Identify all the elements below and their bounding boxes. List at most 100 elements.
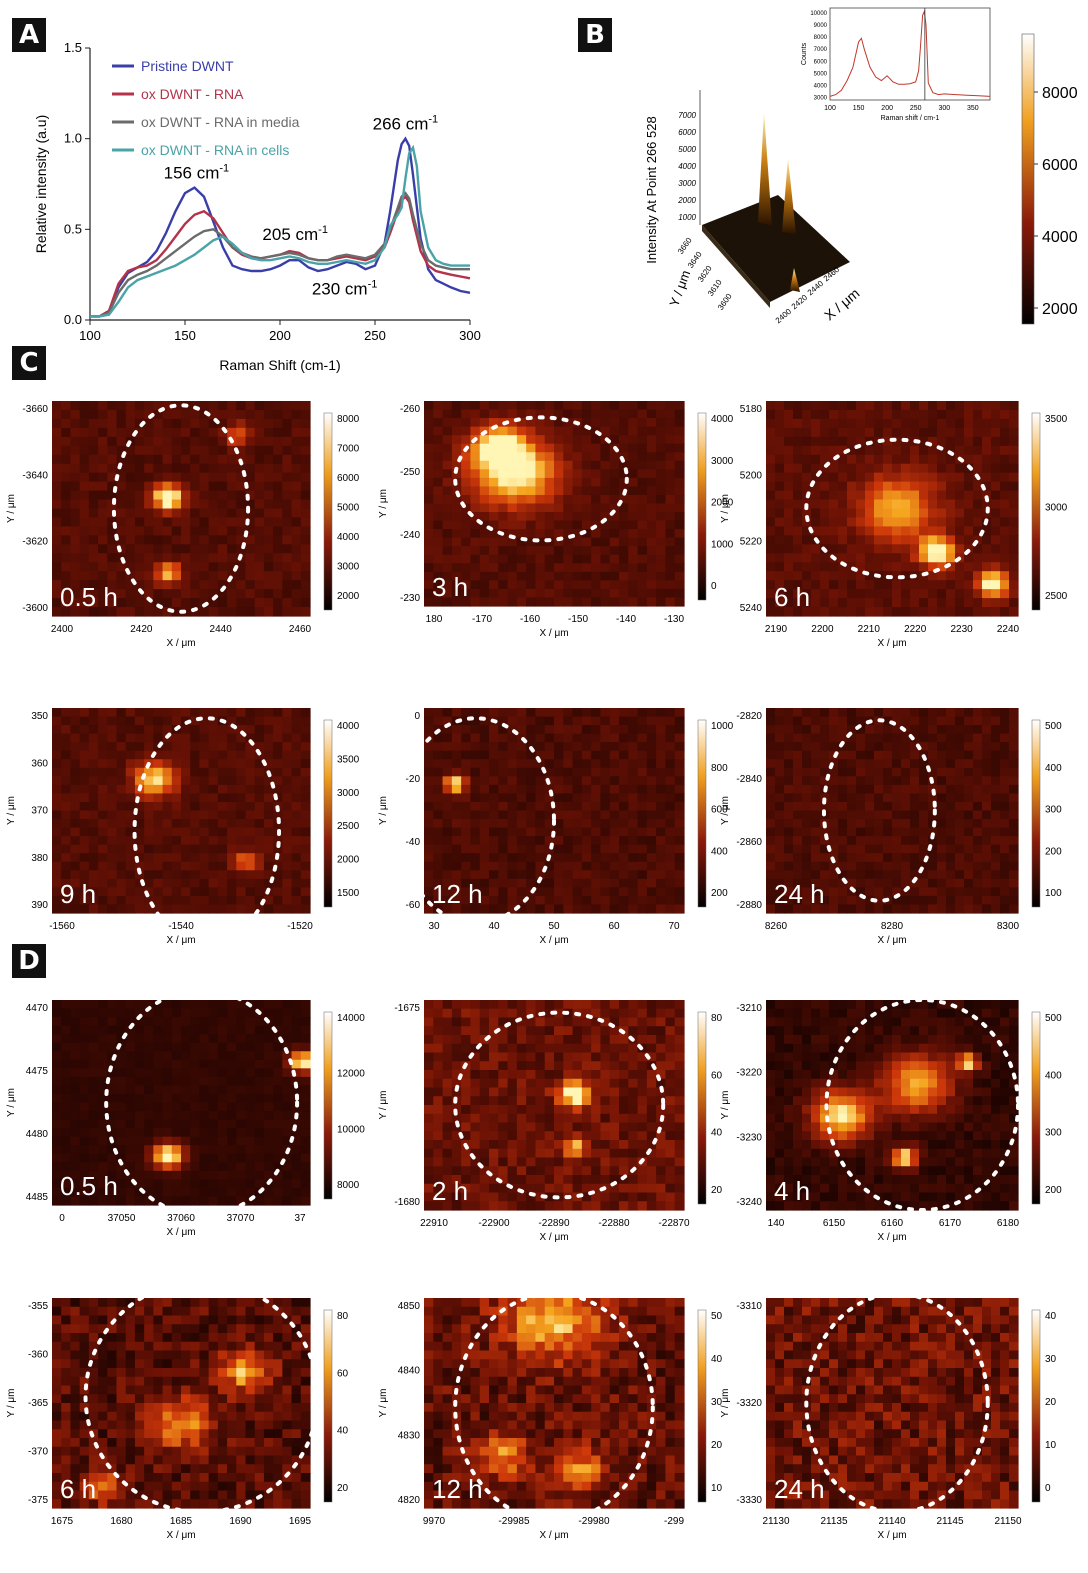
- x-tick-label: -170: [472, 614, 492, 625]
- z-tick-label: 3000: [678, 179, 696, 188]
- x-tick-label: 150: [174, 328, 196, 343]
- inset-y-tick-label: 7000: [814, 47, 828, 53]
- colorbar-tick-label: 2000: [337, 855, 360, 866]
- colorbar: [698, 413, 706, 600]
- inset-y-tick-label: 4000: [814, 83, 828, 89]
- x-tick-label: 2220: [904, 624, 927, 635]
- y-tick-label: -3210: [736, 1003, 762, 1014]
- time-label: 0.5 h: [60, 1171, 118, 1201]
- x-tick-label: 21130: [762, 1516, 790, 1527]
- x-tick-label: 2420: [130, 624, 153, 635]
- x-tick-label: 37060: [167, 1213, 195, 1224]
- x-tick-label: 21145: [936, 1516, 964, 1527]
- x-axis-label: X / μm: [539, 628, 568, 639]
- x-tick-label: 100: [79, 328, 101, 343]
- x-tick-label: -1560: [49, 921, 75, 932]
- x-axis-label: X / μm: [821, 285, 863, 323]
- y-tick-label: 4820: [398, 1495, 421, 1506]
- colorbar-tick-label: 2000: [337, 591, 360, 602]
- x-tick-label: 2240: [997, 624, 1020, 635]
- colorbar: [324, 1012, 332, 1199]
- colorbar-tick-label: 14000: [337, 1013, 365, 1024]
- y-axis-label: Y / μm: [6, 796, 17, 825]
- time-label: 24 h: [774, 879, 825, 909]
- colorbar-tick-label: 20: [337, 1483, 349, 1494]
- colorbar-tick-label: 400: [1045, 1070, 1062, 1081]
- colorbar-tick-label: 8000: [337, 1180, 360, 1191]
- x-tick-label: 6180: [997, 1218, 1020, 1229]
- y-tick-label: 0: [414, 711, 420, 722]
- y-tick-label: -365: [28, 1398, 48, 1409]
- time-label: 2 h: [432, 1176, 468, 1206]
- y-tick-label: -3320: [736, 1398, 762, 1409]
- y-tick-label: 350: [31, 711, 48, 722]
- x-tick-label: 2440: [210, 624, 233, 635]
- colorbar-tick-label: 3000: [337, 562, 360, 573]
- x-tick-label: 60: [608, 921, 620, 932]
- x-tick-label: 6150: [823, 1218, 846, 1229]
- z-tick-label: 7000: [678, 111, 696, 120]
- y-tick-label: 3620: [696, 264, 714, 284]
- y-tick-label: -2840: [736, 774, 762, 785]
- peak-annotation: 266 cm-1: [373, 114, 439, 134]
- y-tick-label: -3310: [736, 1301, 762, 1312]
- y-tick-label: 3660: [676, 236, 694, 256]
- y-tick-label: 1.0: [64, 131, 82, 146]
- x-tick-label: -1540: [168, 921, 194, 932]
- x-tick-label: -29985: [498, 1516, 530, 1527]
- x-tick-label: 2400: [774, 307, 794, 326]
- x-tick-label: 200: [269, 328, 291, 343]
- x-tick-label: 21150: [994, 1516, 1022, 1527]
- colorbar-tick-label: 200: [1045, 1185, 1062, 1196]
- z-tick-label: 2000: [677, 196, 696, 205]
- x-tick-label: 2420: [790, 293, 810, 312]
- peak-annotation: 156 cm-1: [164, 163, 230, 183]
- surface-base: [702, 195, 850, 302]
- colorbar-tick-label: 5000: [337, 503, 360, 514]
- y-tick-label: -230: [400, 593, 420, 604]
- series-line-3: [90, 193, 470, 316]
- x-tick-label: -150: [568, 614, 588, 625]
- colorbar-tick-label: 10: [1045, 1440, 1057, 1451]
- inset-x-tick-label: 200: [881, 105, 893, 112]
- colorbar: [698, 1310, 706, 1502]
- time-label: 0.5 h: [60, 582, 118, 612]
- colorbar: [698, 1012, 706, 1204]
- colorbar: [1032, 1012, 1040, 1204]
- y-tick-label: 5220: [740, 537, 763, 548]
- y-tick-label: -1675: [394, 1003, 420, 1014]
- colorbar-tick-label: 100: [1045, 888, 1062, 899]
- colorbar-tick-label: 12000: [337, 1069, 365, 1080]
- colorbar-tick-label: 0: [1045, 1483, 1051, 1494]
- colorbar-tick-label: 4000: [337, 532, 360, 543]
- colorbar-tick-label: 20: [1045, 1397, 1057, 1408]
- y-tick-label: -20: [406, 774, 421, 785]
- surface-peak-1: [758, 112, 772, 226]
- colorbar-tick-label: 8000: [1042, 85, 1078, 102]
- x-tick-label: -22880: [598, 1218, 630, 1229]
- time-label: 12 h: [432, 1474, 483, 1504]
- time-label: 3 h: [432, 572, 468, 602]
- x-tick-label: -160: [520, 614, 540, 625]
- colorbar-tick-label: 60: [337, 1368, 349, 1379]
- x-tick-label: 1685: [170, 1516, 193, 1527]
- colorbar-tick-label: 30: [1045, 1354, 1057, 1365]
- y-axis-label: Y / μm: [378, 489, 389, 518]
- z-tick-label: 5000: [678, 145, 696, 154]
- y-tick-label: -260: [400, 404, 420, 415]
- inset-y-tick-label: 8000: [814, 35, 828, 41]
- y-tick-label: 4475: [26, 1066, 49, 1077]
- colorbar-tick-label: 3000: [1045, 503, 1068, 514]
- y-tick-label: 4830: [398, 1430, 421, 1441]
- x-axis-label: X / μm: [877, 1232, 906, 1243]
- x-tick-label: 1675: [51, 1516, 74, 1527]
- y-axis-label: Y / μm: [720, 1091, 731, 1120]
- inset-y-tick-label: 5000: [814, 71, 828, 77]
